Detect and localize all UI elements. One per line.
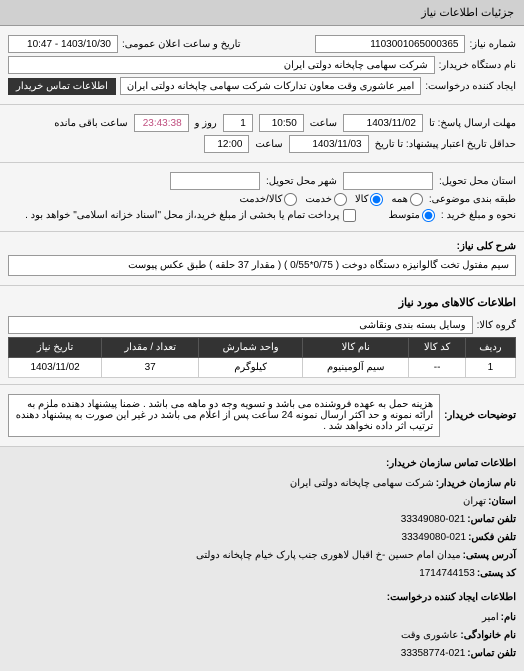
request-number: 1103001065000365 <box>315 35 465 53</box>
col-name: نام کالا <box>303 338 409 358</box>
notes-label: توضیحات خریدار: <box>444 410 516 421</box>
need-title-label: شرح کلی نیاز: <box>457 241 516 252</box>
city-label: شهر محل تحویل: <box>266 176 337 187</box>
province-label: استان محل تحویل: <box>439 176 516 187</box>
response-deadline-label: مهلت ارسال پاسخ: تا <box>429 118 516 129</box>
valid-date: 1403/11/03 <box>289 135 369 153</box>
notes-section: توضیحات خریدار: هزینه حمل به عهده فروشند… <box>0 385 524 447</box>
category-label: طبقه بندی موضوعی: <box>429 194 516 205</box>
radio-both[interactable]: کالا/خدمت <box>239 193 297 206</box>
org-contact-title: اطلاعات تماس سازمان خریدار: <box>8 455 516 473</box>
col-unit: واحد شمارش <box>199 338 303 358</box>
need-section: شرح کلی نیاز: سیم مفتول تخت گالوانیزه دس… <box>0 232 524 286</box>
remain-label: ساعت باقی مانده <box>54 118 127 129</box>
time-remaining: 23:43:38 <box>134 114 189 132</box>
need-description: سیم مفتول تخت گالوانیزه دستگاه دوخت ( 0/… <box>8 255 516 276</box>
time-label-1: ساعت <box>310 118 337 129</box>
announce-date: 1403/10/30 - 10:47 <box>8 35 118 53</box>
delivery-province <box>343 172 433 190</box>
items-table: ردیف کد کالا نام کالا واحد شمارش تعداد /… <box>8 337 516 378</box>
items-section-title: اطلاعات کالاهای مورد نیاز <box>8 292 516 313</box>
response-time: 10:50 <box>259 114 304 132</box>
radio-goods[interactable]: کالا <box>355 193 384 206</box>
days-remaining: 1 <box>223 114 253 132</box>
delivery-section: استان محل تحویل: شهر محل تحویل: طبقه بند… <box>0 163 524 232</box>
request-number-label: شماره نیاز: <box>469 39 516 50</box>
time-label-2: ساعت <box>255 139 282 150</box>
valid-to-label: حداقل تاریخ اعتبار پیشنهاد: تا تاریخ <box>375 139 516 150</box>
announce-date-label: تاریخ و ساعت اعلان عمومی: <box>122 39 241 50</box>
requester-label: ایجاد کننده درخواست: <box>425 81 516 92</box>
contact-section: اطلاعات تماس سازمان خریدار: نام سازمان خ… <box>0 447 524 671</box>
col-code: کد کالا <box>409 338 465 358</box>
deadlines-section: مهلت ارسال پاسخ: تا 1403/11/02 ساعت 10:5… <box>0 105 524 163</box>
col-row: ردیف <box>465 338 515 358</box>
response-date: 1403/11/02 <box>343 114 423 132</box>
tab-header: جزئیات اطلاعات نیاز <box>0 0 524 26</box>
valid-time: 12:00 <box>204 135 249 153</box>
table-row: 1 -- سیم آلومینیوم کیلوگرم 37 1403/11/02 <box>9 358 516 378</box>
group-label: گروه کالا: <box>477 320 516 331</box>
radio-avg[interactable]: متوسط <box>388 209 434 222</box>
buyer-org-label: نام دستگاه خریدار: <box>439 60 516 71</box>
col-date: تاریخ نیاز <box>9 338 102 358</box>
radio-service[interactable]: خدمت <box>305 193 347 206</box>
treasury-checkbox[interactable]: پرداخت تمام یا بخشی از مبلغ خرید،از محل … <box>25 209 356 222</box>
requester: امیر عاشوری وقت معاون تدارکات شرکت سهامی… <box>120 77 421 95</box>
category-radio-group: همه کالا خدمت کالا/خدمت <box>239 193 422 206</box>
contact-buyer-button[interactable]: اطلاعات تماس خریدار <box>8 78 116 95</box>
days-label: روز و <box>195 118 217 129</box>
delivery-city <box>170 172 260 190</box>
buyer-notes: هزینه حمل به عهده فروشنده می باشد و تسوی… <box>8 394 440 437</box>
group-value: وسایل بسته بندی ونقاشی <box>8 316 473 334</box>
purchase-type-label: نحوه و مبلغ خرید : <box>441 210 516 221</box>
header-section: شماره نیاز: 1103001065000365 تاریخ و ساع… <box>0 26 524 105</box>
radio-all[interactable]: همه <box>391 193 422 206</box>
col-qty: تعداد / مقدار <box>102 338 199 358</box>
items-section: اطلاعات کالاهای مورد نیاز گروه کالا: وسا… <box>0 286 524 385</box>
tab-title: جزئیات اطلاعات نیاز <box>421 7 514 19</box>
creator-contact-title: اطلاعات ایجاد کننده درخواست: <box>8 589 516 607</box>
buyer-org: شرکت سهامی چاپخانه دولتی ایران <box>8 56 435 74</box>
